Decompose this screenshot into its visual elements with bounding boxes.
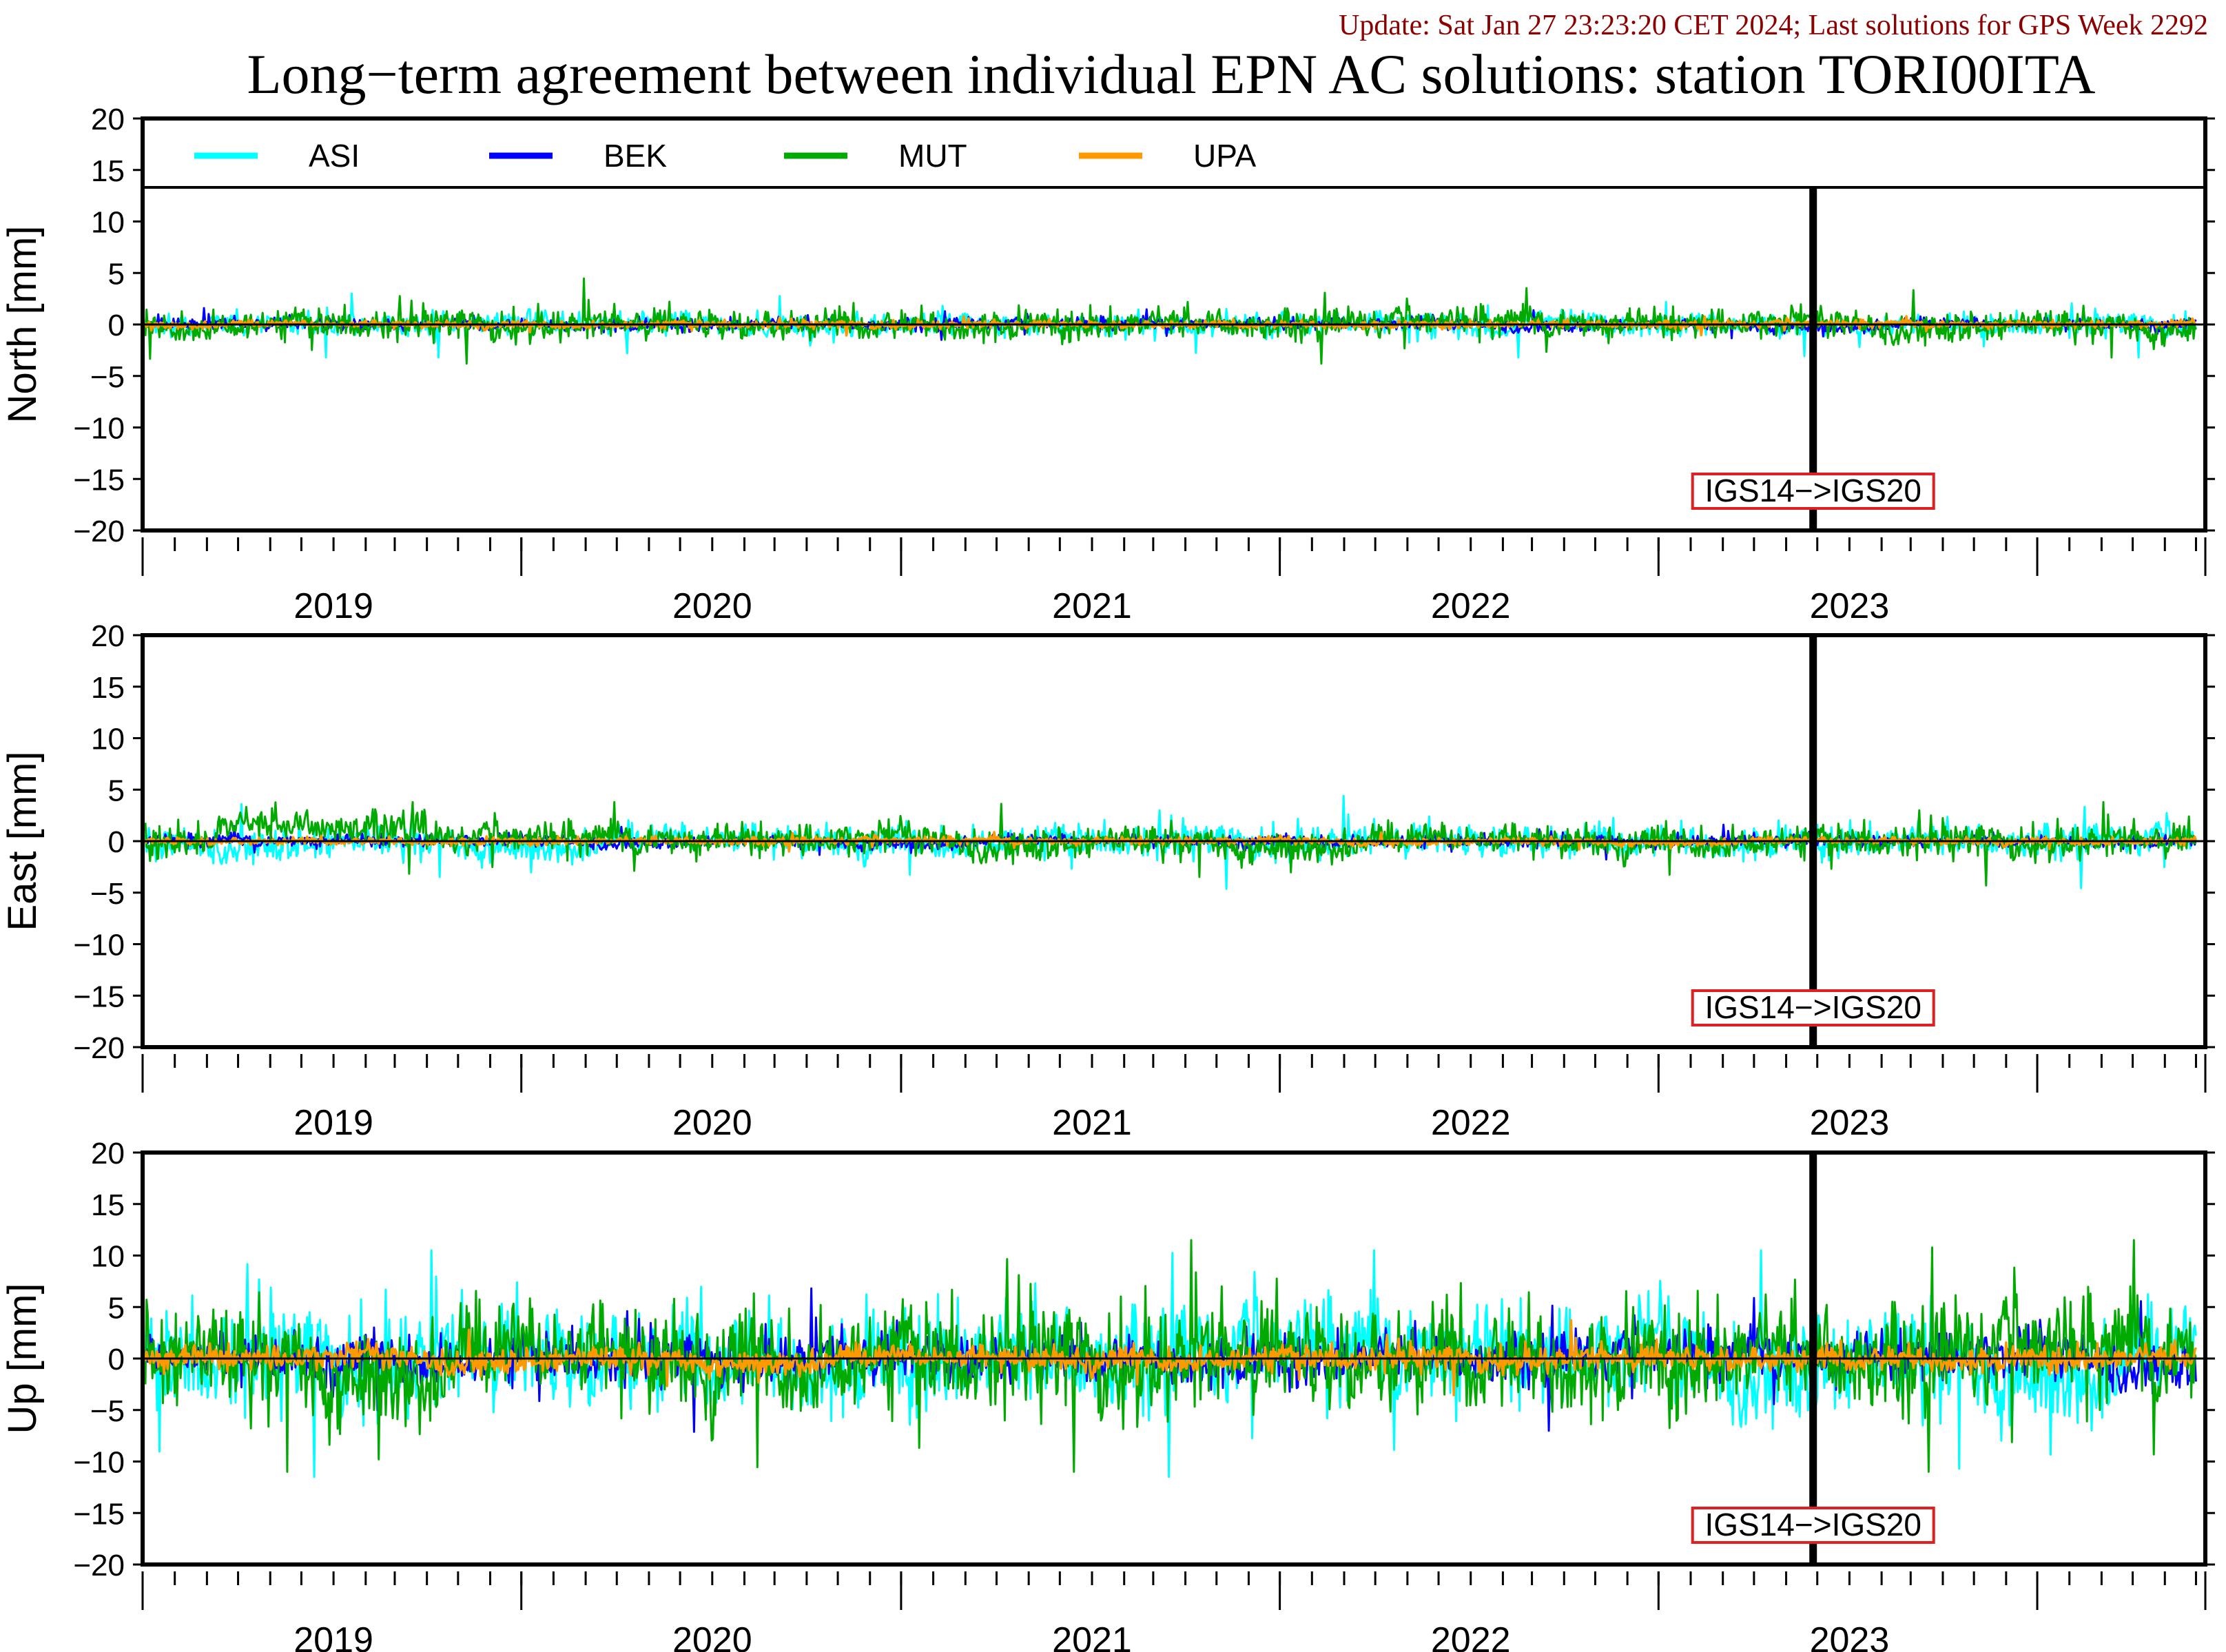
panels-group: 20 15 10 5 0 −5 −10 −15 −20 North [mm] IGS14−>IGS2… xyxy=(0,103,2215,1652)
y-tick-label: 5 xyxy=(108,774,125,807)
legend-label-asi: ASI xyxy=(309,138,360,174)
frame-change-label: IGS14−>IGS20 xyxy=(1704,1507,1921,1542)
frame-change-box xyxy=(1691,989,1935,1026)
x-tick-label: 2020 xyxy=(672,1620,752,1652)
x-tick-label: 2019 xyxy=(293,586,373,626)
y-tick-label: 15 xyxy=(91,154,125,188)
series-line-upa xyxy=(144,315,2196,337)
x-tick-label: 2023 xyxy=(1810,1620,1890,1652)
y-axis-label: Up [mm] xyxy=(0,1283,45,1434)
y-tick-label: −5 xyxy=(90,877,125,911)
x-tick-label: 2021 xyxy=(1052,586,1132,626)
series-group xyxy=(144,794,2198,890)
y-tick-label: −5 xyxy=(90,360,125,394)
y-tick-label: −20 xyxy=(73,1549,125,1582)
y-axis-label: East [mm] xyxy=(0,751,45,931)
x-tick-label: 2023 xyxy=(1810,1103,1890,1143)
legend-label-bek: BEK xyxy=(604,138,667,174)
plot-frame xyxy=(141,116,2207,533)
frame-change-box xyxy=(1691,1507,1935,1544)
y-tick-label: 5 xyxy=(108,1291,125,1325)
panel-1: 20 15 10 5 0 −5 −10 −15 −20 East [mm] IGS14−>IGS20… xyxy=(0,619,2215,1143)
y-tick-label: 10 xyxy=(91,723,125,756)
x-tick-label: 2020 xyxy=(672,586,752,626)
x-tick-label: 2021 xyxy=(1052,1620,1132,1652)
legend-background xyxy=(143,118,2205,187)
y-tick-label: −20 xyxy=(73,515,125,548)
y-tick-label: 0 xyxy=(108,825,125,859)
plot-frame xyxy=(141,1150,2207,1567)
x-tick-label: 2019 xyxy=(293,1620,373,1652)
x-tick-label: 2023 xyxy=(1810,586,1890,626)
y-tick-label: −15 xyxy=(73,463,125,497)
y-tick-label: 15 xyxy=(91,1188,125,1222)
y-tick-label: −15 xyxy=(73,980,125,1013)
y-tick-label: −20 xyxy=(73,1031,125,1065)
series-line-upa xyxy=(144,1319,2198,1396)
legend-label-upa: UPA xyxy=(1193,138,1256,174)
y-tick-label: 20 xyxy=(91,1137,125,1170)
y-tick-label: 5 xyxy=(108,257,125,291)
x-tick-label: 2022 xyxy=(1431,1103,1511,1143)
x-tick-label: 2022 xyxy=(1431,1620,1511,1652)
y-tick-label: 0 xyxy=(108,1343,125,1376)
x-tick-label: 2022 xyxy=(1431,586,1511,626)
chart-title: Long−term agreement between individual E… xyxy=(247,43,2095,105)
y-axis-label: North [mm] xyxy=(0,226,45,424)
frame-change-label: IGS14−>IGS20 xyxy=(1704,989,1921,1025)
plot-frame xyxy=(141,633,2207,1049)
y-tick-label: −5 xyxy=(90,1394,125,1428)
panel-0: 20 15 10 5 0 −5 −10 −15 −20 North [mm] IGS14−>IGS2… xyxy=(0,103,2215,626)
update-timestamp: Update: Sat Jan 27 23:23:20 CET 2024; La… xyxy=(1339,10,2208,41)
y-tick-label: 15 xyxy=(91,671,125,705)
series-group xyxy=(144,277,2197,365)
panel-2: 20 15 10 5 0 −5 −10 −15 −20 Up [mm] IGS14−>IGS20 20… xyxy=(0,1137,2215,1652)
y-tick-label: 20 xyxy=(91,103,125,136)
y-tick-label: −10 xyxy=(73,412,125,446)
y-tick-label: 10 xyxy=(91,206,125,240)
legend-label-mut: MUT xyxy=(898,138,967,174)
x-tick-label: 2020 xyxy=(672,1103,752,1143)
y-tick-label: −15 xyxy=(73,1497,125,1531)
y-tick-label: 20 xyxy=(91,619,125,653)
y-tick-label: −10 xyxy=(73,1446,125,1480)
y-tick-label: −10 xyxy=(73,929,125,962)
series-line-mut xyxy=(144,801,2197,887)
y-tick-label: 0 xyxy=(108,309,125,342)
frame-change-label: IGS14−>IGS20 xyxy=(1704,473,1921,508)
frame-change-box xyxy=(1691,473,1935,510)
y-tick-label: 10 xyxy=(91,1240,125,1274)
x-tick-label: 2019 xyxy=(293,1103,373,1143)
x-tick-label: 2021 xyxy=(1052,1103,1132,1143)
